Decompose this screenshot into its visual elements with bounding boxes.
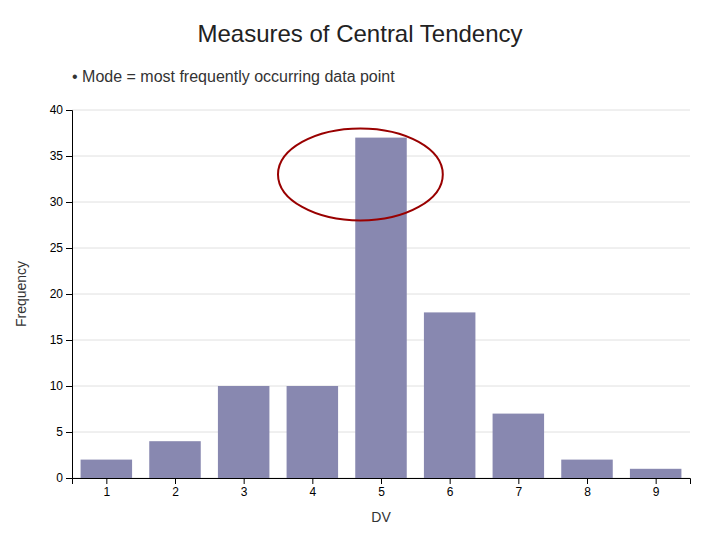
y-tick-mark — [66, 386, 72, 387]
y-tick: 25 — [50, 241, 72, 255]
x-tick-mark — [381, 478, 382, 484]
bar — [561, 460, 613, 478]
x-tick: 6 — [447, 478, 454, 499]
bar — [355, 138, 407, 478]
chart: Measures of Central Tendency • Mode = mos… — [0, 0, 720, 540]
x-tick-mark — [244, 478, 245, 484]
y-axis: 0 5 10 15 20 25 30 35 40 — [50, 103, 73, 485]
x-tick: 5 — [378, 478, 385, 499]
annotation: • Mode = most frequently occurring data … — [72, 68, 395, 85]
x-tick-label: 8 — [584, 485, 591, 499]
x-tick-mark — [312, 478, 313, 484]
x-tick-label: 6 — [447, 485, 454, 499]
x-tick: 3 — [241, 478, 248, 499]
bar — [493, 414, 545, 478]
x-tick-label: 4 — [309, 485, 316, 499]
y-tick: 20 — [50, 287, 72, 301]
y-tick-mark — [66, 110, 72, 111]
y-tick-label: 25 — [50, 241, 64, 255]
y-tick-label: 40 — [50, 103, 64, 117]
x-tick: 9 — [653, 478, 660, 499]
x-axis-line — [73, 479, 691, 485]
bar — [218, 386, 270, 478]
x-tick-label: 9 — [653, 485, 660, 499]
y-tick: 10 — [50, 379, 72, 393]
x-tick-mark — [450, 478, 451, 484]
y-tick-mark — [66, 432, 72, 433]
x-tick-label: 7 — [515, 485, 522, 499]
y-axis-line — [66, 111, 73, 479]
grid — [72, 110, 690, 478]
y-tick-mark — [66, 478, 72, 479]
y-tick: 15 — [50, 333, 72, 347]
y-tick-label: 5 — [56, 425, 63, 439]
y-tick-label: 10 — [50, 379, 64, 393]
y-tick-mark — [66, 202, 72, 203]
x-tick-label: 2 — [172, 485, 179, 499]
bar — [81, 460, 133, 478]
title: Measures of Central Tendency — [197, 20, 522, 47]
x-tick-label: 5 — [378, 485, 385, 499]
x-axis: 1 2 3 4 5 6 7 8 9 — [73, 478, 691, 499]
x-tick-mark — [106, 478, 107, 484]
bar — [424, 312, 476, 478]
y-tick-mark — [66, 248, 72, 249]
x-tick-mark — [656, 478, 657, 484]
x-tick-mark — [175, 478, 176, 484]
x-tick: 8 — [584, 478, 591, 499]
x-tick-label: 3 — [241, 485, 248, 499]
y-axis-title: Frequency — [13, 261, 29, 327]
x-tick: 7 — [515, 478, 522, 499]
y-tick-label: 35 — [50, 149, 64, 163]
y-tick-label: 0 — [56, 471, 63, 485]
y-tick-mark — [66, 340, 72, 341]
x-tick: 1 — [103, 478, 110, 499]
x-tick-mark — [587, 478, 588, 484]
y-tick: 5 — [56, 425, 72, 439]
y-tick: 0 — [56, 471, 72, 485]
y-tick-mark — [66, 294, 72, 295]
y-tick-mark — [66, 156, 72, 157]
x-tick-label: 1 — [103, 485, 110, 499]
bar — [149, 441, 201, 478]
x-tick: 4 — [309, 478, 316, 499]
y-tick-label: 20 — [50, 287, 64, 301]
highlight-ellipse — [278, 128, 443, 220]
y-tick: 30 — [50, 195, 72, 209]
x-axis-title: DV — [371, 509, 391, 525]
x-tick: 2 — [172, 478, 179, 499]
plot-area — [81, 128, 682, 478]
y-tick: 40 — [50, 103, 72, 117]
bar — [287, 386, 339, 478]
y-tick-label: 30 — [50, 195, 64, 209]
bar — [630, 469, 682, 478]
y-tick: 35 — [50, 149, 72, 163]
y-tick-label: 15 — [50, 333, 64, 347]
x-tick-mark — [518, 478, 519, 484]
grid-line — [72, 110, 690, 111]
